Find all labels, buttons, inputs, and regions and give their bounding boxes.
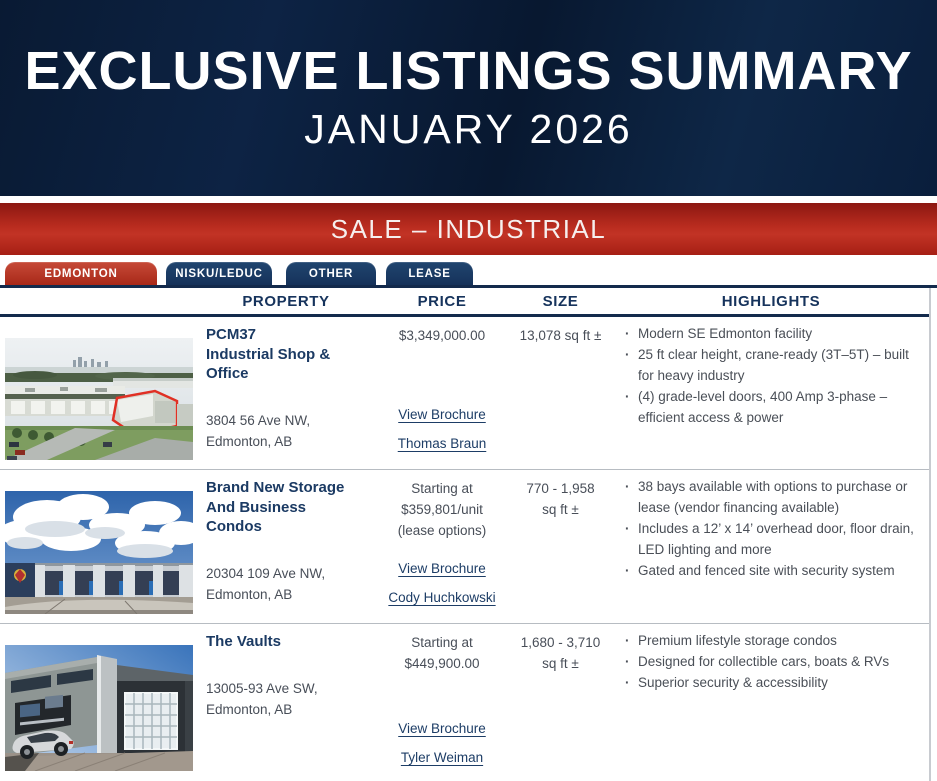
column-header-property: PROPERTY xyxy=(242,293,330,310)
property-name: The Vaults xyxy=(206,633,282,650)
view-brochure-link[interactable]: View Brochure xyxy=(398,407,486,422)
property-address: 13005-93 Ave SW, Edmonton, AB xyxy=(206,680,318,718)
highlight-item: Modern SE Edmonton facility xyxy=(623,324,919,345)
property-photo-storage-condos xyxy=(5,491,193,614)
property-info-cell: PCM37 Industrial Shop & Office 3804 56 A… xyxy=(196,317,376,469)
hero-header: EXCLUSIVE LISTINGS SUMMARY JANUARY 2026 xyxy=(0,0,937,196)
links-block: View Brochure Thomas Braun xyxy=(398,407,487,451)
highlight-item: Gated and fenced site with security syst… xyxy=(623,561,919,582)
property-photo-cell xyxy=(0,317,196,469)
highlight-item: Designed for collectible cars, boats & R… xyxy=(623,652,919,673)
links-block: View Brochure Tyler Weiman xyxy=(398,721,486,765)
view-brochure-link[interactable]: View Brochure xyxy=(398,561,486,576)
agent-link[interactable]: Cody Huchkowski xyxy=(388,590,496,605)
property-info-cell: Brand New Storage And Business Condos 20… xyxy=(196,470,376,623)
tab-other[interactable]: OTHER xyxy=(286,262,376,285)
price-value: $3,349,000.00 xyxy=(398,328,486,343)
size-value: 770 - 1,958 sq ft ± xyxy=(526,481,595,517)
highlights-list: Premium lifestyle storage condosDesigned… xyxy=(623,631,919,694)
price-cell: Starting at $449,900.00 View Brochure Ty… xyxy=(376,624,508,781)
price-cell: $3,349,000.00 View Brochure Thomas Braun xyxy=(376,317,508,469)
view-brochure-link[interactable]: View Brochure xyxy=(398,721,486,736)
highlights-cell: Modern SE Edmonton facility25 ft clear h… xyxy=(613,317,929,469)
size-cell: 1,680 - 3,710 sq ft ± xyxy=(508,624,613,781)
highlights-list: Modern SE Edmonton facility25 ft clear h… xyxy=(623,324,919,429)
agent-link[interactable]: Thomas Braun xyxy=(397,436,487,451)
table-header-row: PROPERTY PRICE SIZE HIGHLIGHTS xyxy=(0,288,929,317)
highlights-cell: Premium lifestyle storage condosDesigned… xyxy=(613,624,929,781)
price-value: Starting at $449,900.00 xyxy=(404,635,480,671)
table-row: PCM37 Industrial Shop & Office 3804 56 A… xyxy=(0,317,929,470)
price-value: Starting at $359,801/unit (lease options… xyxy=(397,481,487,538)
highlight-item: Premium lifestyle storage condos xyxy=(623,631,919,652)
property-address: 3804 56 Ave NW, Edmonton, AB xyxy=(206,412,311,450)
region-tabstrip: EDMONTON NISKU/LEDUC OTHER LEASE xyxy=(0,261,937,288)
section-banner-label: SALE – INDUSTRIAL xyxy=(330,213,607,244)
table-row: The Vaults 13005-93 Ave SW, Edmonton, AB… xyxy=(0,624,929,781)
tab-lease[interactable]: LEASE xyxy=(386,262,473,285)
column-header-price: PRICE xyxy=(417,293,467,310)
size-value: 13,078 sq ft ± xyxy=(519,328,602,343)
highlight-item: Superior security & accessibility xyxy=(623,673,919,694)
table-row: Brand New Storage And Business Condos 20… xyxy=(0,470,929,624)
property-name: PCM37 Industrial Shop & Office xyxy=(206,326,331,382)
agent-link[interactable]: Tyler Weiman xyxy=(400,750,484,765)
page-subtitle: JANUARY 2026 xyxy=(304,105,633,152)
size-cell: 770 - 1,958 sq ft ± xyxy=(508,470,613,623)
page-title: EXCLUSIVE LISTINGS SUMMARY xyxy=(24,41,913,102)
property-photo-cell xyxy=(0,624,196,781)
links-block: View Brochure Cody Huchkowski xyxy=(388,561,495,605)
column-header-size: SIZE xyxy=(542,293,579,310)
size-cell: 13,078 sq ft ± xyxy=(508,317,613,469)
property-photo-aerial xyxy=(5,338,193,460)
price-cell: Starting at $359,801/unit (lease options… xyxy=(376,470,508,623)
tab-edmonton[interactable]: EDMONTON xyxy=(5,262,157,285)
highlight-item: Includes a 12’ x 14’ overhead door, floo… xyxy=(623,519,919,561)
property-name: Brand New Storage And Business Condos xyxy=(206,479,345,535)
size-value: 1,680 - 3,710 sq ft ± xyxy=(520,635,601,671)
highlights-list: 38 bays available with options to purcha… xyxy=(623,477,919,582)
column-header-highlights: HIGHLIGHTS xyxy=(721,293,821,310)
highlights-cell: 38 bays available with options to purcha… xyxy=(613,470,929,623)
property-photo-cell xyxy=(0,470,196,623)
section-banner: SALE – INDUSTRIAL xyxy=(0,203,937,255)
highlight-item: 25 ft clear height, crane-ready (3T–5T) … xyxy=(623,345,919,387)
highlight-item: (4) grade-level doors, 400 Amp 3-phase –… xyxy=(623,387,919,429)
property-photo-vaults xyxy=(5,645,193,771)
listings-table: PROPERTY PRICE SIZE HIGHLIGHTS xyxy=(0,288,931,781)
property-info-cell: The Vaults 13005-93 Ave SW, Edmonton, AB xyxy=(196,624,376,781)
tab-nisku-leduc[interactable]: NISKU/LEDUC xyxy=(166,262,272,285)
highlight-item: 38 bays available with options to purcha… xyxy=(623,477,919,519)
property-address: 20304 109 Ave NW, Edmonton, AB xyxy=(206,565,326,603)
